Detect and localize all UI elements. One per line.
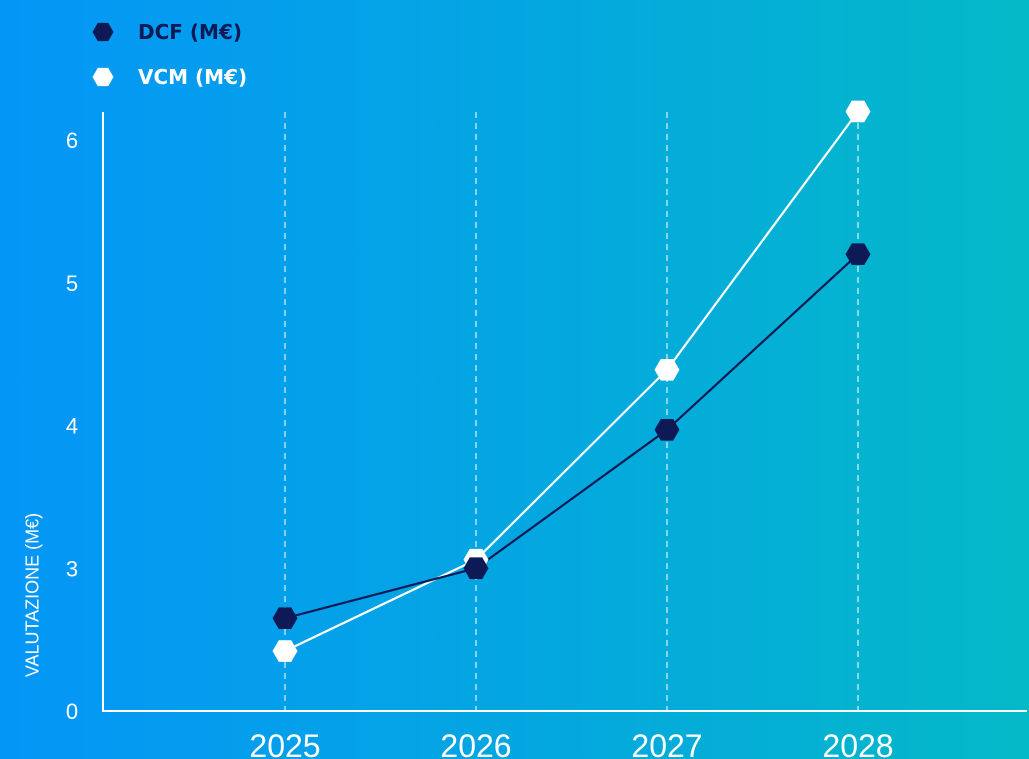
data-point-2028 xyxy=(845,243,871,266)
data-point-2027 xyxy=(654,359,680,381)
series-line-VCM (M€) xyxy=(284,110,859,652)
data-point-2026 xyxy=(463,557,489,580)
y-tick-label: 0 xyxy=(66,699,78,724)
data-point-2025 xyxy=(272,640,298,662)
y-tick-label: 5 xyxy=(66,271,78,296)
y-tick-label: 6 xyxy=(66,128,78,153)
x-tick-label: 2026 xyxy=(440,728,511,759)
data-point-2027 xyxy=(654,418,680,441)
y-tick-label: 4 xyxy=(66,414,78,439)
y-axis-title: VALUTAZIONE (M€) xyxy=(22,512,43,678)
series-lines xyxy=(284,110,859,652)
y-tick-label: 3 xyxy=(66,556,78,581)
series-markers xyxy=(272,100,871,662)
hexagon-marker-icon xyxy=(92,67,114,87)
legend-item-dcf: DCF (M€) xyxy=(92,16,247,48)
legend-label-dcf: DCF (M€) xyxy=(138,20,243,44)
legend-label-vcm: VCM (M€) xyxy=(138,65,248,89)
x-tick-labels: 2025 2026 2027 2028 xyxy=(249,728,893,759)
x-tick-label: 2028 xyxy=(822,728,893,759)
series-line-DCF (M€) xyxy=(284,253,859,620)
y-tick-labels: 0 3 4 5 6 xyxy=(66,128,78,724)
grid-lines xyxy=(284,112,859,711)
hexagon-marker-icon xyxy=(92,22,114,42)
legend: DCF (M€) VCM (M€) xyxy=(92,16,247,106)
x-tick-label: 2025 xyxy=(249,728,320,759)
data-point-2028 xyxy=(845,100,871,123)
data-point-2025 xyxy=(272,607,298,630)
axes xyxy=(102,112,1027,712)
x-tick-label: 2027 xyxy=(631,728,702,759)
legend-item-vcm: VCM (M€) xyxy=(92,61,247,93)
